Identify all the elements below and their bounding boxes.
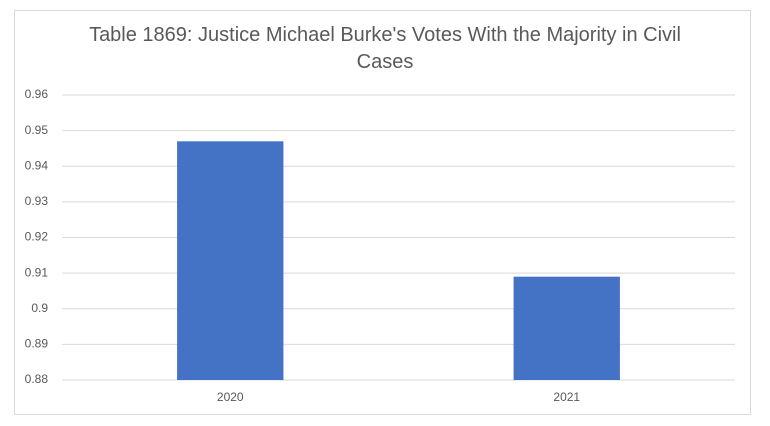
y-tick-label: 0.9 bbox=[31, 301, 48, 315]
y-tick-label: 0.93 bbox=[25, 194, 49, 208]
x-tick-label: 2020 bbox=[217, 390, 244, 404]
bar bbox=[513, 276, 620, 380]
bar bbox=[177, 141, 284, 380]
y-tick-label: 0.95 bbox=[25, 123, 49, 137]
y-tick-label: 0.91 bbox=[25, 265, 49, 279]
chart-title: Table 1869: Justice Michael Burke's Vote… bbox=[89, 24, 681, 73]
chart-frame bbox=[14, 10, 751, 415]
y-tick-label: 0.96 bbox=[25, 87, 49, 101]
x-tick-label: 2021 bbox=[553, 390, 580, 404]
y-tick-label: 0.88 bbox=[25, 372, 49, 386]
y-tick-label: 0.92 bbox=[25, 230, 49, 244]
y-tick-label: 0.94 bbox=[25, 158, 49, 172]
y-tick-label: 0.89 bbox=[25, 337, 49, 351]
